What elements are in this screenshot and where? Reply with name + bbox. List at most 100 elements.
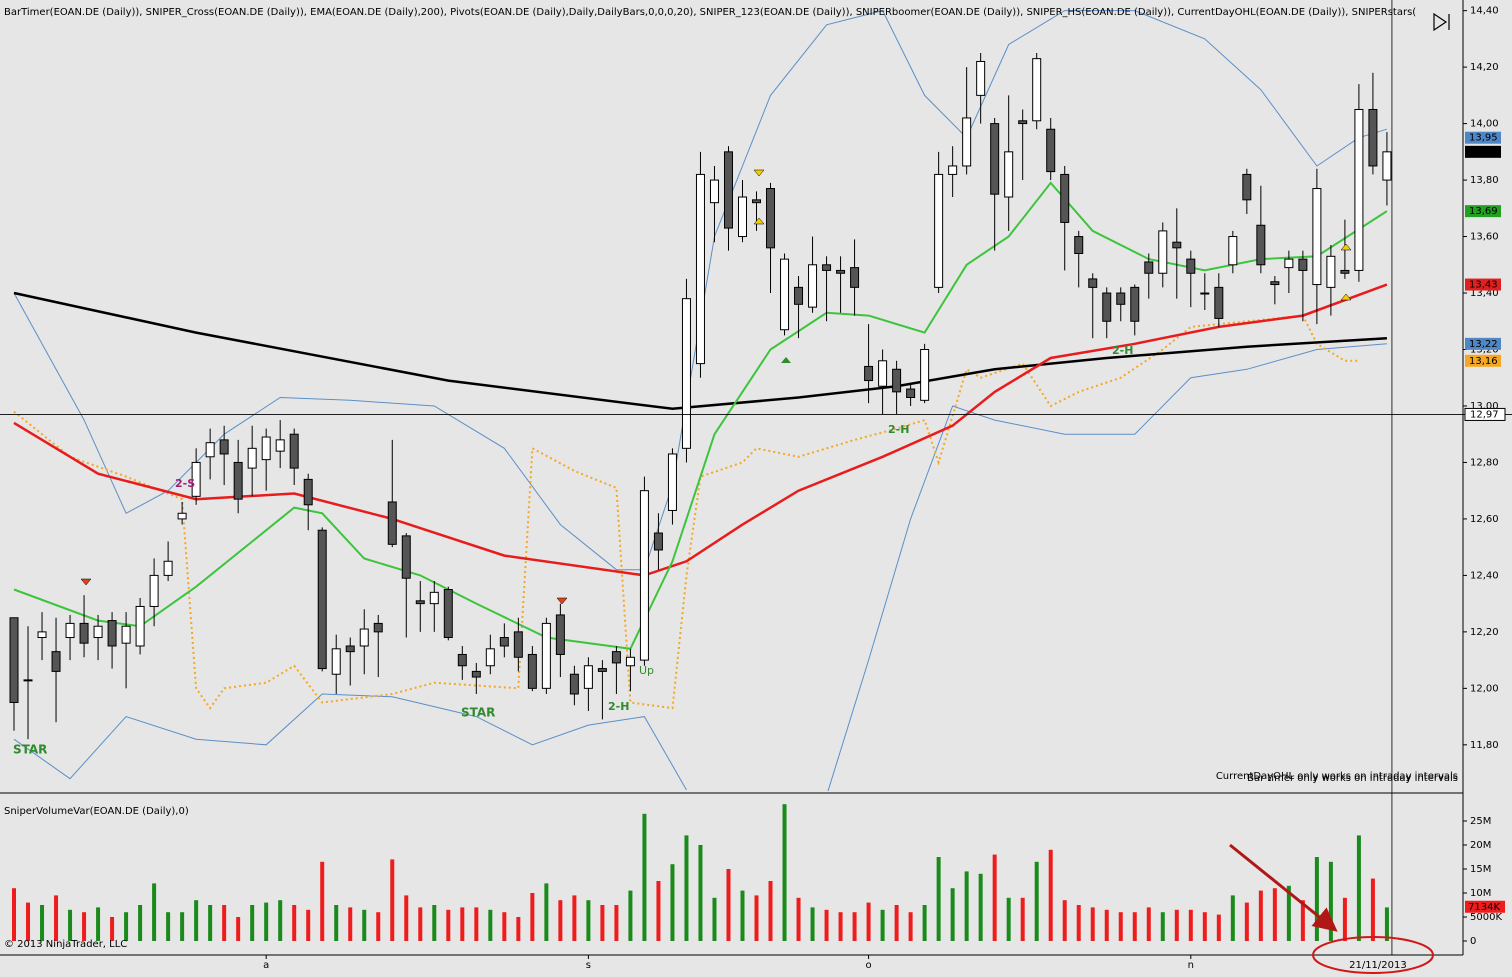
volume-bar [1216, 914, 1221, 941]
candle-body [317, 529, 327, 670]
candle-body [457, 653, 467, 667]
y-tick-label: 14,20 [1470, 62, 1499, 73]
volume-bar [1020, 897, 1025, 941]
volume-bar [1090, 907, 1095, 941]
last-price-box [1464, 407, 1506, 421]
signal-marker [753, 217, 765, 225]
annotation: 2-S [175, 477, 195, 490]
y-tick-label: 13,60 [1470, 232, 1499, 243]
annotation: 2-H [1112, 344, 1133, 357]
arrow [1229, 843, 1338, 932]
volume-bar [12, 888, 17, 941]
volume-bar [670, 864, 675, 941]
candle-body [261, 436, 271, 461]
annotation: STAR [461, 706, 495, 720]
candle-body [1284, 258, 1294, 269]
volume-bar [1356, 835, 1361, 941]
volume-bar [978, 873, 983, 941]
volume-bar [1370, 878, 1375, 941]
volume-title: SniperVolumeVar(EOAN.DE (Daily),0) [4, 806, 189, 817]
volume-bar [68, 909, 73, 941]
volume-bar [698, 845, 703, 941]
candle-body [1116, 292, 1126, 305]
volume-bar [208, 905, 213, 941]
candle-body [1354, 108, 1364, 271]
volume-bar [1006, 897, 1011, 941]
y-tick-label: 14,40 [1470, 6, 1499, 17]
candle-body [878, 360, 888, 387]
volume-bar [586, 900, 591, 941]
volume-bar [614, 905, 619, 941]
volume-bar [922, 905, 927, 941]
scroll-end-button[interactable] [1433, 12, 1450, 32]
volume-bar [1062, 900, 1067, 941]
price-label-box [1465, 205, 1501, 218]
volume-bar [1048, 849, 1053, 941]
volume-bar [124, 912, 129, 941]
candle-body [527, 653, 537, 689]
volume-bar [194, 900, 199, 941]
volume-bar [782, 804, 787, 941]
candle-body [345, 645, 355, 653]
volume-panel [12, 804, 1389, 941]
annotation: 2-H [888, 423, 909, 436]
volume-bar [1104, 909, 1109, 941]
volume-bar [950, 888, 955, 941]
volume-bar [1118, 912, 1123, 941]
candle-body [1186, 258, 1196, 274]
y-tick-label: 25M [1470, 816, 1491, 827]
signal-marker [753, 169, 765, 177]
candle-body [723, 151, 733, 229]
signal-marker [556, 597, 568, 605]
volume-bar [1132, 912, 1137, 941]
volume-bar [572, 895, 577, 941]
volume-bar [1160, 912, 1165, 941]
candle-body [962, 117, 972, 167]
candle-body [752, 199, 762, 204]
volume-bar [558, 900, 563, 941]
candle-body [331, 648, 341, 675]
candle-body [401, 535, 411, 579]
volume-bar [684, 835, 689, 941]
candle-body [1382, 151, 1392, 181]
volume-bar [278, 900, 283, 941]
candle-body [864, 365, 874, 382]
annotation: Up [639, 664, 654, 677]
candle-body [359, 628, 369, 647]
candle-body [920, 348, 930, 401]
price-label: 13,16 [1469, 356, 1498, 367]
candle-body [1256, 224, 1266, 266]
volume-bar [1314, 857, 1319, 941]
price-panel [9, 10, 1392, 791]
candle-body [219, 439, 229, 455]
volume-bar [600, 905, 605, 941]
volume-bar [474, 907, 479, 941]
candle-body [1102, 292, 1112, 322]
y-tick-label: 10M [1470, 888, 1491, 899]
candle-body [822, 264, 832, 271]
volume-bar [894, 905, 899, 941]
y-tick-label: 12,40 [1470, 570, 1499, 581]
volume-bar [26, 902, 31, 941]
price-label-box [1465, 337, 1501, 350]
candle-body [387, 501, 397, 545]
volume-bar [1244, 902, 1249, 941]
volume-bar [460, 907, 465, 941]
y-tick-label: 0 [1470, 936, 1476, 947]
candle-body [611, 651, 621, 664]
y-tick-label: 12,20 [1470, 627, 1499, 638]
volume-bar [838, 912, 843, 941]
candle-body [653, 532, 663, 551]
volume-bar [992, 854, 997, 941]
candle-body [667, 453, 677, 511]
price-label-box [1465, 278, 1501, 291]
candle-body [471, 670, 481, 678]
candle-body [1018, 120, 1028, 125]
candle-body [205, 442, 215, 458]
volume-bar [446, 909, 451, 941]
volume-bar [852, 912, 857, 941]
candle-body [808, 264, 818, 308]
candle-body [1144, 261, 1154, 274]
volume-bar [40, 905, 45, 941]
